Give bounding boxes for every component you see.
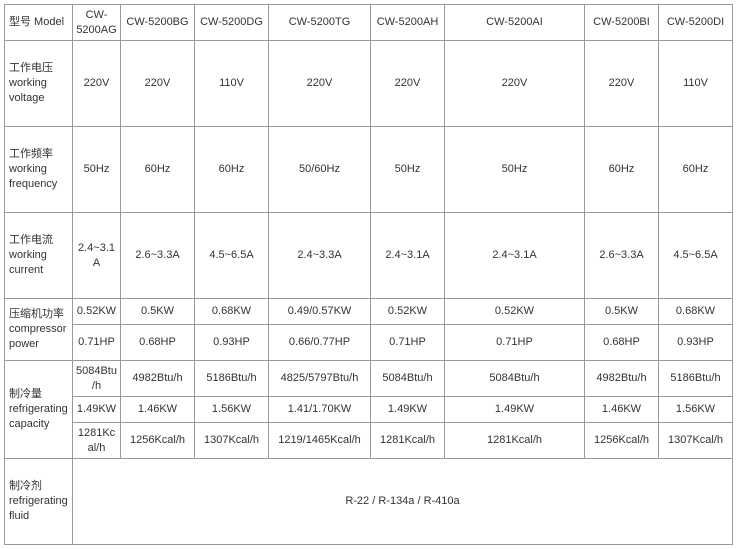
model-col-5: CW-5200AI [445, 5, 585, 41]
cell: 0.5KW [585, 299, 659, 325]
cell: 1.41/1.70KW [269, 397, 371, 423]
header-label: 型号 Model [5, 5, 73, 41]
cell: 1.46KW [585, 397, 659, 423]
model-col-0: CW-5200AG [73, 5, 121, 41]
cell: 1307Kcal/h [659, 423, 733, 459]
footer-row: 制冷剂refrigerating fluidR-22 / R-134a / R-… [5, 459, 733, 545]
cell: 1307Kcal/h [195, 423, 269, 459]
cell: 2.6~3.3A [585, 213, 659, 299]
cell: 50Hz [445, 127, 585, 213]
cell: 50/60Hz [269, 127, 371, 213]
cell: 1.56KW [659, 397, 733, 423]
table-row: 制冷量refrigerating capacity5084Btu/h4982Bt… [5, 361, 733, 397]
cell: 1281Kcal/h [445, 423, 585, 459]
cell: 1256Kcal/h [585, 423, 659, 459]
cell: 0.52KW [371, 299, 445, 325]
spec-table: 型号 ModelCW-5200AGCW-5200BGCW-5200DGCW-52… [4, 4, 733, 545]
cell: 60Hz [659, 127, 733, 213]
cell: 0.52KW [445, 299, 585, 325]
row-label: 工作电流working current [5, 213, 73, 299]
table-row: 工作电流working current2.4~3.1A2.6~3.3A4.5~6… [5, 213, 733, 299]
cell: 2.4~3.1A [371, 213, 445, 299]
cell: 2.4~3.3A [269, 213, 371, 299]
cell: 2.6~3.3A [121, 213, 195, 299]
cell: 0.71HP [371, 325, 445, 361]
cell: 5186Btu/h [659, 361, 733, 397]
cell: 1.49KW [445, 397, 585, 423]
cell: 60Hz [585, 127, 659, 213]
table-row: 工作频率working frequency50Hz60Hz60Hz50/60Hz… [5, 127, 733, 213]
cell: 5084Btu/h [445, 361, 585, 397]
cell: 4.5~6.5A [195, 213, 269, 299]
cell: 220V [371, 41, 445, 127]
cell: 5084Btu/h [73, 361, 121, 397]
model-col-1: CW-5200BG [121, 5, 195, 41]
cell: 4825/5797Btu/h [269, 361, 371, 397]
model-col-3: CW-5200TG [269, 5, 371, 41]
table-row: 1.49KW1.46KW1.56KW1.41/1.70KW1.49KW1.49K… [5, 397, 733, 423]
cell: 220V [269, 41, 371, 127]
table-row: 0.71HP0.68HP0.93HP0.66/0.77HP0.71HP0.71H… [5, 325, 733, 361]
cell: 0.93HP [195, 325, 269, 361]
table-row: 压缩机功率compressor power0.52KW0.5KW0.68KW0.… [5, 299, 733, 325]
model-col-7: CW-5200DI [659, 5, 733, 41]
cell: 1281Kcal/h [73, 423, 121, 459]
cell: 1256Kcal/h [121, 423, 195, 459]
cell: 2.4~3.1A [73, 213, 121, 299]
cell: 4982Btu/h [121, 361, 195, 397]
cell: 60Hz [121, 127, 195, 213]
model-col-6: CW-5200BI [585, 5, 659, 41]
cell: 0.68KW [195, 299, 269, 325]
cell: 0.5KW [121, 299, 195, 325]
cell: 50Hz [73, 127, 121, 213]
cell: 4982Btu/h [585, 361, 659, 397]
table-row: 1281Kcal/h1256Kcal/h1307Kcal/h1219/1465K… [5, 423, 733, 459]
cell: 2.4~3.1A [445, 213, 585, 299]
cell: 0.66/0.77HP [269, 325, 371, 361]
cell: 0.52KW [73, 299, 121, 325]
cell: 0.71HP [73, 325, 121, 361]
cell: 1.46KW [121, 397, 195, 423]
cell: 0.49/0.57KW [269, 299, 371, 325]
cell: 0.93HP [659, 325, 733, 361]
row-label: 制冷剂refrigerating fluid [5, 459, 73, 545]
cell: 5186Btu/h [195, 361, 269, 397]
cell: 220V [73, 41, 121, 127]
cell: 0.68HP [121, 325, 195, 361]
cell: 1.49KW [371, 397, 445, 423]
row-label: 压缩机功率compressor power [5, 299, 73, 361]
model-col-4: CW-5200AH [371, 5, 445, 41]
row-label: 制冷量refrigerating capacity [5, 361, 73, 459]
cell: 1.49KW [73, 397, 121, 423]
cell: 50Hz [371, 127, 445, 213]
cell: 60Hz [195, 127, 269, 213]
cell: 1.56KW [195, 397, 269, 423]
header-row: 型号 ModelCW-5200AGCW-5200BGCW-5200DGCW-52… [5, 5, 733, 41]
model-col-2: CW-5200DG [195, 5, 269, 41]
cell: 220V [121, 41, 195, 127]
cell: 1281Kcal/h [371, 423, 445, 459]
cell: 0.68KW [659, 299, 733, 325]
cell: 1219/1465Kcal/h [269, 423, 371, 459]
row-label: 工作电压working voltage [5, 41, 73, 127]
row-label: 工作频率working frequency [5, 127, 73, 213]
cell: 0.68HP [585, 325, 659, 361]
cell: 110V [659, 41, 733, 127]
cell: 220V [585, 41, 659, 127]
cell: 220V [445, 41, 585, 127]
cell: 0.71HP [445, 325, 585, 361]
refrigerant-cell: R-22 / R-134a / R-410a [73, 459, 733, 545]
cell: 4.5~6.5A [659, 213, 733, 299]
cell: 5084Btu/h [371, 361, 445, 397]
cell: 110V [195, 41, 269, 127]
table-row: 工作电压working voltage220V220V110V220V220V2… [5, 41, 733, 127]
